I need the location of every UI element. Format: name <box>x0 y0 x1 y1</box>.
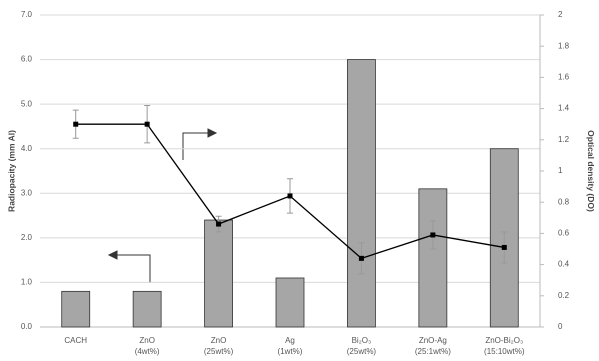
point <box>358 255 364 261</box>
y2-tick-label: 0 <box>558 322 563 331</box>
bar <box>61 290 91 328</box>
y2-tick-label: 0.2 <box>558 291 570 300</box>
y-tick-label: 3.0 <box>21 188 33 197</box>
y-tick-label: 7.0 <box>21 10 33 19</box>
x-tick-label: (25wt%) <box>347 347 377 356</box>
bar <box>347 59 376 328</box>
x-tick-label: ZnO <box>139 336 155 345</box>
arrowhead <box>207 128 218 138</box>
y2-tick-label: 0.6 <box>558 229 570 238</box>
x-tick-label: (4wt%) <box>135 347 160 356</box>
point <box>73 121 79 127</box>
x-tick-label: Ag <box>285 336 295 345</box>
x-tick-label: ZnO-Bi₂O₃ <box>485 336 523 345</box>
y-tick-label: 6.0 <box>21 55 33 64</box>
x-tick-label: (1wt%) <box>278 347 303 356</box>
point <box>430 232 436 238</box>
point <box>216 221 222 227</box>
x-tick-label: ZnO <box>211 336 227 345</box>
y-tick-label: 0.0 <box>21 322 33 331</box>
x-tick-label: (25:1wt%) <box>415 347 451 356</box>
y2-tick-label: 1.6 <box>558 73 570 82</box>
y2-axis-title: Optical density (DO) <box>586 130 596 212</box>
arrow-left <box>115 254 151 283</box>
bar <box>132 290 162 328</box>
bar <box>204 219 233 328</box>
y-axis-title: Radiopacity (mm Al) <box>6 130 16 212</box>
y-tick-label: 5.0 <box>21 99 33 108</box>
point <box>287 193 293 199</box>
y-tick-label: 1.0 <box>21 278 33 287</box>
x-tick-label: CACH <box>64 336 87 345</box>
y-tick-label: 2.0 <box>21 233 33 242</box>
y2-tick-label: 0.8 <box>558 197 570 206</box>
y-tick-label: 4.0 <box>21 144 33 153</box>
point <box>501 244 507 250</box>
y2-tick-label: 1.8 <box>558 41 570 50</box>
y2-tick-label: 1.2 <box>558 135 570 144</box>
x-tick-label: ZnO-Ag <box>419 336 447 345</box>
annotation-arrows <box>107 128 218 283</box>
x-tick-label: Bi₂O₃ <box>352 336 372 345</box>
bar <box>275 277 305 328</box>
y2-tick-label: 1.4 <box>558 104 570 113</box>
x-tick-label: (25wt%) <box>204 347 234 356</box>
arrow-right <box>182 132 210 160</box>
y2-tick-label: 1 <box>558 166 563 175</box>
y2-tick-label: 2 <box>558 10 563 19</box>
point <box>144 121 150 127</box>
bar <box>418 188 448 328</box>
y2-tick-label: 0.4 <box>558 260 570 269</box>
x-tick-label: (15:10wt%) <box>484 347 525 356</box>
arrowhead <box>107 250 118 260</box>
